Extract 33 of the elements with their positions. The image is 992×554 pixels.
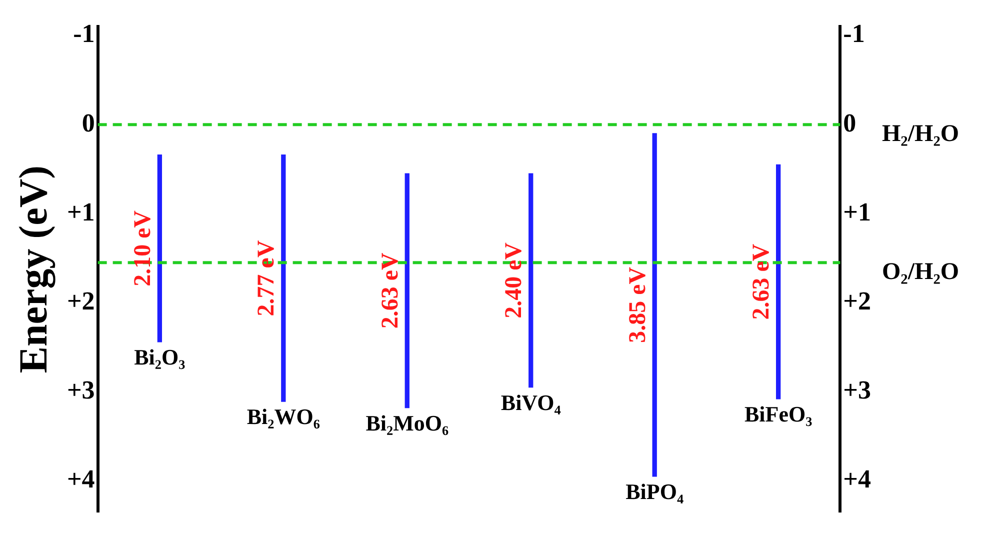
y-tick-label: +3 — [66, 375, 95, 404]
bar — [281, 154, 286, 402]
bar — [776, 164, 781, 400]
y-tick-label: +2 — [66, 286, 95, 316]
y-tick-label: -1 — [73, 19, 95, 48]
ref-line-label: O₂/H₂O — [882, 258, 960, 285]
y2-tick-label: 0 — [843, 108, 856, 138]
y2-tick-label: +3 — [843, 375, 872, 404]
x-tick-label: Bi₂MoO₆ — [366, 410, 449, 436]
data-label: 2.10 eV — [130, 210, 156, 286]
y-tick-label: +1 — [66, 197, 95, 226]
x-tick-label: BiFeO₃ — [744, 402, 813, 427]
y-axis-title: Energy (eV) — [10, 165, 56, 374]
y2-tick-label: +4 — [843, 464, 872, 494]
data-label: 2.40 eV — [501, 242, 528, 318]
y2-tick-label: +2 — [843, 286, 872, 316]
x-tick-label: BiPO₄ — [626, 479, 684, 504]
y2-tick-label: -1 — [843, 19, 865, 48]
ref-line-label: H₂/H₂O — [882, 120, 960, 147]
bar — [404, 173, 410, 408]
data-label: 2.77 eV — [254, 240, 280, 316]
x-tick-label: BiVO₄ — [500, 390, 562, 415]
x-tick-label: Bi₂O₃ — [134, 344, 186, 370]
y-tick-label: 0 — [82, 108, 95, 138]
bar — [528, 173, 534, 388]
bar — [157, 154, 162, 342]
data-label: 3.85 eV — [624, 266, 651, 343]
y2-tick-label: +1 — [843, 197, 872, 226]
x-tick-label: Bi₂WO₆ — [246, 404, 320, 430]
bar — [652, 133, 657, 477]
data-label: 2.63 eV — [748, 243, 775, 320]
data-label: 2.63 eV — [377, 252, 404, 329]
y-tick-label: +4 — [66, 464, 95, 494]
